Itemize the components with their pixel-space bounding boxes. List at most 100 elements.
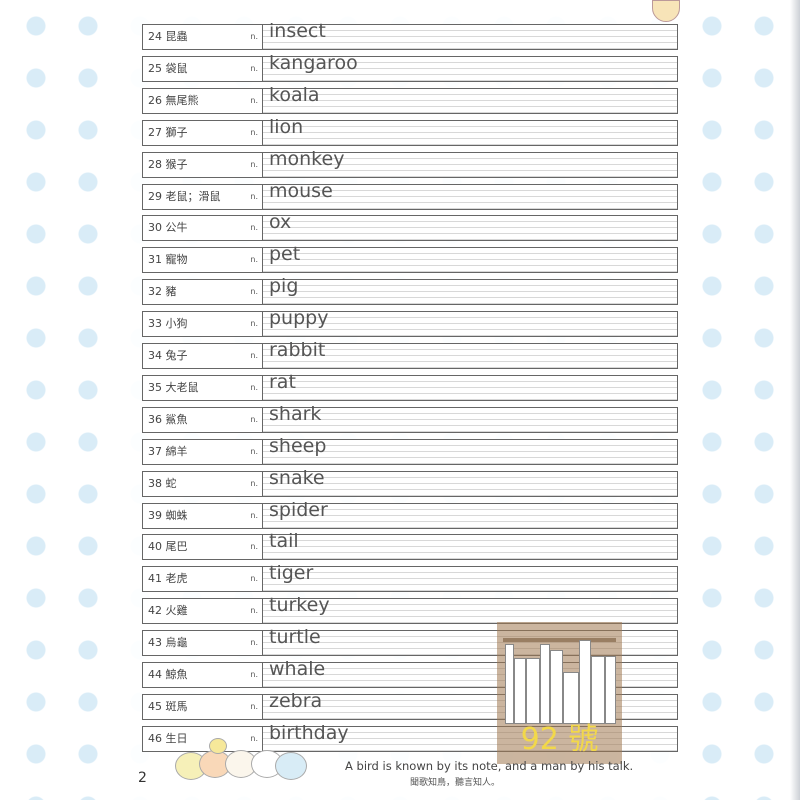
vocab-row: 24 昆蟲 n. insect [142,20,678,50]
vocab-row: 40 尾巴 n. tail [142,530,678,561]
english-word: sheep [269,434,327,457]
item-number: 28 [148,157,162,171]
chinese-meaning: 24 昆蟲 n. [143,25,263,49]
english-word: insect [269,20,326,42]
writing-lines [263,216,677,241]
english-word: tiger [269,562,314,585]
part-of-speech: n. [250,32,258,41]
part-of-speech: n. [250,319,258,329]
vocab-row: 26 無尾熊 n. koala [142,84,678,114]
chinese-word: 蛇 [165,476,177,490]
item-number: 40 [148,540,162,554]
chinese-meaning: 40 尾巴 n. [143,535,263,560]
chinese-meaning: 32 豬 n. [143,280,263,305]
vocab-row: 28 猴子 n. monkey [142,148,678,178]
vocab-row: 27 獅子 n. lion [142,116,678,146]
item-number: 30 [148,221,162,235]
chinese-word: 獅子 [165,125,188,139]
chinese-word: 兔子 [165,349,188,362]
vocab-row: 25 袋鼠 n. kangaroo [142,52,678,82]
english-word: lion [269,115,304,138]
vocab-row: 38 蛇 n. snake [142,467,678,497]
english-word: rabbit [269,339,326,361]
part-of-speech: n. [250,287,258,297]
vocab-row: 33 小狗 n. puppy [142,307,678,338]
chinese-word: 尾巴 [165,540,188,554]
writing-lines [263,25,677,49]
chinese-word: 猴子 [165,157,188,171]
vocab-row: 35 大老鼠 n. rat [142,371,678,401]
vocab-row: 32 豬 n. pig [142,275,678,306]
vocab-row: 41 老虎 n. tiger [142,562,678,593]
chinese-meaning: 42 火雞 n. [143,599,263,624]
chinese-meaning: 26 無尾熊 n. [143,88,263,113]
watermark-text: 92 號 [520,722,599,757]
writing-lines [263,503,677,528]
chinese-word: 鯨魚 [165,668,188,681]
chinese-word: 斑馬 [165,699,188,713]
part-of-speech: n. [250,606,258,616]
chinese-word: 蜘蛛 [165,508,188,522]
chinese-word: 老虎 [165,572,188,586]
english-word: turtle [269,626,321,649]
part-of-speech: n. [250,510,258,520]
part-of-speech: n. [250,638,258,648]
chinese-word: 生日 [165,731,188,745]
english-word: kangaroo [269,51,358,74]
item-number: 33 [148,317,162,331]
english-word: ox [269,211,292,234]
chinese-meaning: 38 蛇 n. [143,471,263,496]
part-of-speech: n. [250,478,258,488]
chinese-meaning: 35 大老鼠 n. [143,375,263,400]
chinese-meaning: 28 猴子 n. [143,152,263,177]
item-number: 35 [148,380,162,394]
english-word: koala [269,83,320,106]
english-word: birthday [269,721,349,744]
chinese-word: 寵物 [165,253,188,267]
vocab-row: 30 公牛 n. ox [142,211,678,242]
item-number: 45 [148,699,162,713]
english-word: mouse [269,179,333,202]
chinese-word: 袋鼠 [165,61,188,75]
writing-lines [263,280,677,305]
chinese-word: 綿羊 [165,444,188,458]
chinese-meaning: 44 鯨魚 n. [143,663,263,687]
part-of-speech: n. [250,414,258,424]
chinese-word: 火雞 [165,604,188,618]
chinese-meaning: 41 老虎 n. [143,567,263,592]
chinese-word: 烏龜 [165,636,188,650]
part-of-speech: n. [250,223,258,233]
chinese-meaning: 29 老鼠；滑鼠 n. [143,184,263,209]
chinese-meaning: 39 蜘蛛 n. [143,503,263,528]
item-number: 29 [148,189,162,203]
proverb-english: A bird is known by its note, and a man b… [345,759,634,773]
part-of-speech: n. [250,574,258,584]
writing-lines [263,407,677,432]
writing-lines [263,120,677,145]
part-of-speech: n. [250,542,258,552]
item-number: 31 [148,253,162,267]
writing-lines [263,88,677,113]
vocab-row: 39 蜘蛛 n. spider [142,499,678,529]
part-of-speech: n. [250,446,258,456]
writing-lines [263,375,677,400]
chinese-word: 無尾熊 [165,93,199,107]
english-word: spider [269,498,328,521]
chinese-word: 老鼠；滑鼠 [165,189,221,203]
chinese-meaning: 27 獅子 n. [143,120,263,145]
vocab-row: 42 火雞 n. turkey [142,594,678,625]
item-number: 39 [148,508,162,522]
part-of-speech: n. [250,670,258,679]
writing-lines [263,599,677,624]
english-word: tail [269,530,299,553]
writing-lines [263,439,677,464]
part-of-speech: n. [250,159,258,169]
item-number: 44 [148,668,162,681]
chinese-meaning: 30 公牛 n. [143,216,263,241]
english-word: monkey [269,147,345,170]
english-word: pig [269,275,299,298]
chinese-meaning: 25 袋鼠 n. [143,56,263,81]
writing-lines [263,567,677,592]
proverb-chinese: 聞歌知鳥，聽言知人。 [410,778,501,788]
chinese-meaning: 36 鯊魚 n. [143,407,263,432]
